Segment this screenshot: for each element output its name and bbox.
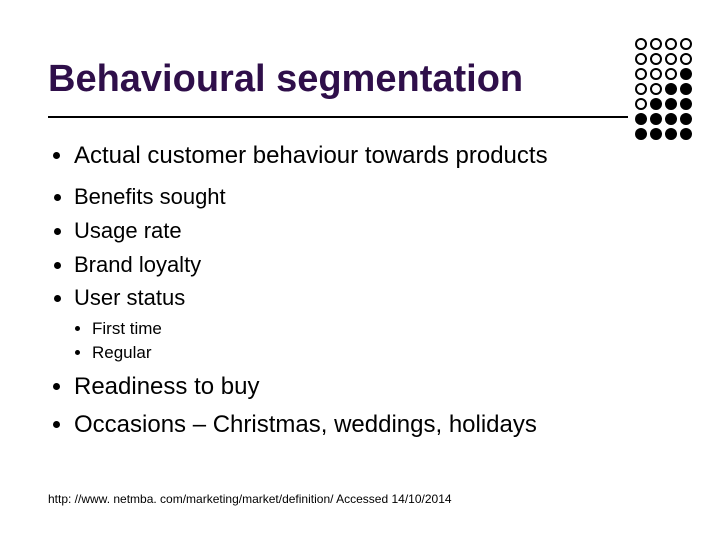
footer-citation: http: //www. netmba. com/marketing/marke… bbox=[48, 492, 452, 506]
bullet-list-mid: Benefits sought Usage rate Brand loyalty… bbox=[48, 182, 668, 313]
dot-icon bbox=[650, 98, 662, 110]
dot-icon bbox=[635, 83, 647, 95]
dot-icon bbox=[650, 68, 662, 80]
bullet-list-top: Actual customer behaviour towards produc… bbox=[48, 140, 668, 172]
dot-icon bbox=[680, 38, 692, 50]
dot-row bbox=[635, 38, 692, 50]
list-item: Actual customer behaviour towards produc… bbox=[74, 140, 668, 172]
dot-row bbox=[635, 113, 692, 125]
dot-icon bbox=[680, 128, 692, 140]
dot-icon bbox=[665, 98, 677, 110]
list-item: First time bbox=[92, 317, 668, 341]
dot-icon bbox=[665, 128, 677, 140]
dot-icon bbox=[680, 53, 692, 65]
slide-title: Behavioural segmentation bbox=[48, 58, 523, 101]
sub-bullet-list: First time Regular bbox=[48, 317, 668, 365]
dot-icon bbox=[665, 53, 677, 65]
dot-icon bbox=[650, 83, 662, 95]
dot-icon bbox=[650, 38, 662, 50]
dot-icon bbox=[635, 68, 647, 80]
dot-row bbox=[635, 83, 692, 95]
dot-icon bbox=[650, 53, 662, 65]
dot-icon bbox=[650, 113, 662, 125]
dot-icon bbox=[650, 128, 662, 140]
dot-icon bbox=[635, 128, 647, 140]
dot-icon bbox=[635, 113, 647, 125]
dot-row bbox=[635, 53, 692, 65]
dot-icon bbox=[680, 113, 692, 125]
dot-icon bbox=[635, 53, 647, 65]
dot-icon bbox=[665, 83, 677, 95]
slide-content: Actual customer behaviour towards produc… bbox=[48, 140, 668, 448]
dot-icon bbox=[665, 68, 677, 80]
list-item: Occasions – Christmas, weddings, holiday… bbox=[74, 409, 668, 441]
list-item: User status bbox=[74, 283, 668, 313]
dot-row bbox=[635, 128, 692, 140]
dot-icon bbox=[635, 38, 647, 50]
dot-icon bbox=[680, 98, 692, 110]
dot-icon bbox=[665, 38, 677, 50]
list-item: Usage rate bbox=[74, 216, 668, 246]
dot-icon bbox=[665, 113, 677, 125]
dot-row bbox=[635, 68, 692, 80]
dot-icon bbox=[680, 83, 692, 95]
decorative-dot-grid bbox=[635, 38, 692, 143]
list-item: Brand loyalty bbox=[74, 250, 668, 280]
dot-row bbox=[635, 98, 692, 110]
dot-icon bbox=[635, 98, 647, 110]
list-item: Readiness to buy bbox=[74, 371, 668, 403]
list-item: Regular bbox=[92, 341, 668, 365]
list-item: Benefits sought bbox=[74, 182, 668, 212]
dot-icon bbox=[680, 68, 692, 80]
slide: Behavioural segmentation Actual customer… bbox=[0, 0, 720, 540]
title-divider bbox=[48, 116, 628, 118]
bullet-list-bottom: Readiness to buy Occasions – Christmas, … bbox=[48, 371, 668, 442]
